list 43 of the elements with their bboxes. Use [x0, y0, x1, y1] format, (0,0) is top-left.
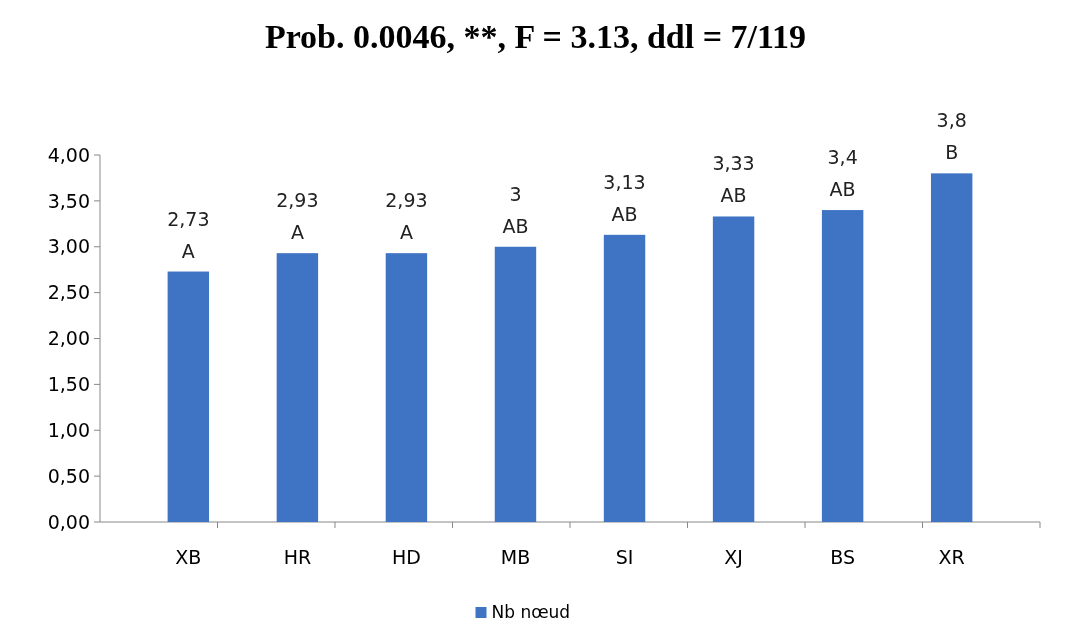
data-label: 3: [509, 182, 522, 205]
x-tick-label: XJ: [724, 546, 743, 568]
x-tick-label: XB: [175, 546, 202, 568]
legend-label: Nb nœud: [491, 602, 571, 622]
annotation: B: [945, 141, 959, 164]
data-label: 2,93: [385, 189, 428, 212]
annotation: AB: [720, 184, 747, 207]
bar: [494, 246, 537, 522]
y-tick-label: 0,00: [47, 510, 90, 533]
data-label: 3,4: [827, 146, 858, 169]
x-tick-label: BS: [830, 546, 855, 568]
y-tick-label: 1,00: [47, 418, 90, 441]
annotation: AB: [502, 214, 529, 237]
y-tick-label: 3,50: [47, 189, 90, 212]
bar: [712, 216, 755, 522]
annotation: AB: [829, 178, 856, 201]
annotation: A: [181, 239, 195, 262]
data-label: 3,8: [936, 109, 967, 132]
data-label: 2,93: [276, 189, 319, 212]
x-tick-label: SI: [615, 546, 634, 568]
bar: [821, 210, 864, 522]
bar: [276, 253, 319, 522]
data-label: 3,13: [603, 170, 646, 193]
x-tick-label: XR: [938, 546, 965, 568]
annotation: AB: [611, 202, 638, 225]
annotation: A: [399, 221, 413, 244]
data-label: 3,33: [712, 152, 755, 175]
y-tick-label: 0,50: [47, 464, 90, 487]
bar: [603, 234, 646, 522]
x-tick-label: HD: [391, 546, 421, 568]
bar: [167, 271, 210, 522]
y-tick-label: 3,00: [47, 235, 90, 258]
bar: [385, 253, 428, 522]
y-tick-label: 2,50: [47, 281, 90, 304]
chart-title: Prob. 0.0046, **, F = 3.13, ddl = 7/119: [264, 18, 807, 55]
data-label: 2,73: [167, 207, 210, 230]
annotation: A: [290, 221, 304, 244]
y-tick-label: 4,00: [47, 143, 90, 166]
bar: [930, 173, 973, 522]
x-tick-label: MB: [500, 546, 531, 568]
y-tick-label: 1,50: [47, 373, 90, 396]
x-tick-label: HR: [283, 546, 312, 568]
y-tick-label: 2,00: [47, 327, 90, 350]
